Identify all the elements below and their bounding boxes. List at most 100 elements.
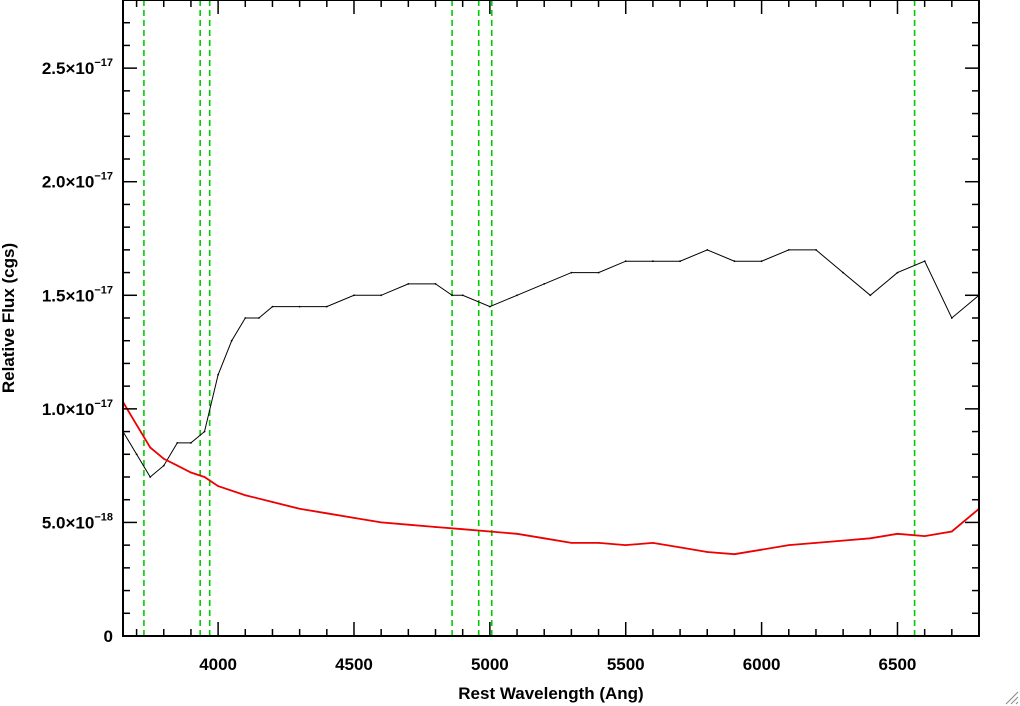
series-0-point-27 — [679, 260, 681, 263]
series-1-point-8 — [244, 494, 247, 497]
series-1-point-24 — [679, 546, 681, 549]
y-tick-label: 0 — [104, 627, 113, 646]
series-0-point-34 — [869, 294, 872, 297]
y-tick-mantissa: 2.5×10 — [42, 59, 94, 78]
series-0-point-10 — [258, 317, 260, 319]
series-0-point-22 — [543, 283, 546, 285]
series-1-point-22 — [624, 544, 627, 546]
series-0-point-2 — [149, 476, 152, 478]
series-line-0 — [122, 249, 980, 478]
series-1-point-11 — [325, 512, 328, 515]
series-0-point-30 — [760, 260, 763, 263]
series-1-point-21 — [597, 542, 600, 544]
resize-grip-icon[interactable] — [1005, 691, 1019, 705]
y-tick-mantissa: 1.0×10 — [42, 400, 94, 419]
series-1-point-33 — [923, 535, 926, 537]
x-tick-label: 6000 — [743, 655, 781, 674]
series-0-point-29 — [733, 260, 736, 263]
series-1-point-16 — [461, 528, 464, 531]
series-0-point-5 — [190, 442, 192, 444]
y-tick-exponent: −17 — [94, 171, 113, 183]
series-0-point-11 — [271, 305, 274, 308]
x-axis-title: Rest Wavelength (Ang) — [458, 684, 643, 703]
series-0-point-8 — [230, 339, 233, 342]
series-1-point-30 — [842, 539, 844, 542]
series-1-point-13 — [380, 521, 383, 524]
y-tick-exponent: −17 — [94, 57, 113, 69]
series-1-point-31 — [869, 537, 872, 540]
series-1-point-23 — [652, 542, 654, 544]
series-1-point-17 — [489, 530, 491, 533]
series-0-point-15 — [380, 294, 383, 297]
series-1-point-27 — [760, 548, 763, 551]
y-tick-mantissa: 1.5×10 — [42, 286, 94, 305]
series-1-point-29 — [815, 542, 817, 544]
series-0-point-19 — [461, 294, 464, 297]
series-1-point-15 — [434, 526, 437, 528]
y-tick-exponent: −17 — [94, 284, 113, 296]
series-0-point-16 — [407, 283, 410, 285]
series-0-point-25 — [624, 260, 627, 263]
series-0-point-23 — [570, 271, 573, 274]
series-layer — [122, 249, 980, 556]
series-0-point-17 — [434, 283, 437, 285]
series-0-point-35 — [896, 271, 899, 274]
series-0-point-26 — [652, 260, 654, 263]
y-tick-label: 5.0×10−18 — [42, 511, 113, 532]
y-axis-title: Relative Flux (cgs) — [0, 243, 18, 393]
y-tick-label: 1.0×10−17 — [42, 398, 113, 419]
series-1-point-6 — [203, 476, 206, 478]
series-0-point-36 — [923, 260, 926, 263]
series-0-point-20 — [489, 305, 491, 308]
series-0-point-9 — [244, 317, 247, 319]
series-1-point-19 — [543, 537, 546, 540]
series-1-point-2 — [149, 446, 152, 449]
axis-ticks — [123, 0, 980, 636]
series-1-point-25 — [706, 551, 709, 553]
series-1-point-28 — [787, 544, 790, 546]
series-0-point-24 — [597, 271, 600, 274]
series-1-point-3 — [162, 457, 165, 460]
x-tick-label: 4500 — [335, 655, 373, 674]
series-0-point-1 — [135, 453, 138, 456]
series-0-point-31 — [787, 249, 790, 251]
series-1-point-26 — [733, 553, 736, 556]
y-tick-label: 1.5×10−17 — [42, 284, 113, 305]
x-tick-label: 6500 — [879, 655, 917, 674]
series-1-point-1 — [135, 423, 138, 426]
series-0-point-7 — [217, 373, 220, 376]
series-0-point-3 — [162, 464, 165, 467]
series-0-point-13 — [325, 305, 328, 308]
series-line-1 — [122, 401, 980, 556]
series-1-point-5 — [190, 471, 192, 474]
series-1-point-12 — [353, 517, 355, 519]
series-0-point-6 — [203, 430, 206, 433]
series-1-point-4 — [176, 464, 179, 467]
y-tick-mantissa: 5.0×10 — [42, 513, 94, 532]
x-tick-label: 4000 — [199, 655, 237, 674]
series-0-point-28 — [706, 249, 709, 251]
series-1-point-9 — [271, 501, 274, 503]
series-1-point-20 — [570, 542, 573, 544]
series-0-point-37 — [950, 317, 953, 319]
series-1-point-7 — [217, 485, 220, 487]
series-1-point-10 — [298, 507, 301, 510]
series-0-point-12 — [298, 305, 301, 308]
y-tick-label: 2.5×10−17 — [42, 57, 113, 78]
series-0-point-32 — [815, 249, 817, 251]
x-tick-label: 5500 — [607, 655, 645, 674]
y-tick-exponent: −18 — [94, 511, 113, 523]
series-0-point-14 — [353, 294, 355, 297]
series-0-point-4 — [176, 442, 179, 444]
series-1-point-14 — [407, 523, 410, 526]
series-1-point-18 — [516, 532, 518, 535]
y-tick-label: 2.0×10−17 — [42, 171, 113, 192]
x-tick-label: 5000 — [471, 655, 509, 674]
y-tick-mantissa: 2.0×10 — [42, 173, 94, 192]
tick-labels: 4000 4500 5000 5500 6000 6500 0 5.0×10−18 1.0×10… — [42, 57, 917, 674]
y-tick-exponent: −17 — [94, 398, 113, 410]
series-0-point-33 — [842, 271, 844, 274]
series-1 — [122, 401, 980, 556]
series-0 — [122, 249, 980, 478]
